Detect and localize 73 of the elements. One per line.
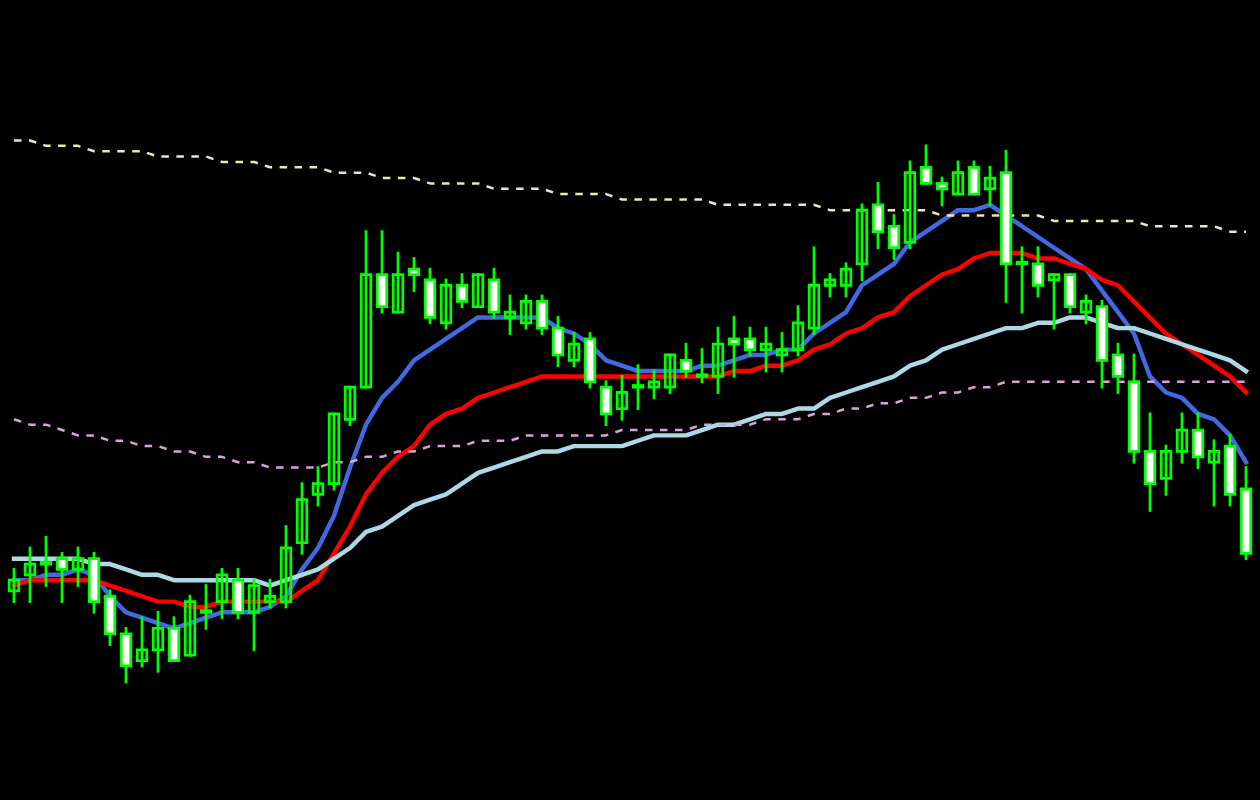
candlestick	[823, 273, 837, 298]
candlestick	[7, 568, 21, 603]
candlestick	[711, 326, 725, 394]
candlestick	[215, 568, 229, 620]
candlestick	[87, 551, 101, 614]
candlestick	[71, 546, 85, 587]
candlestick	[903, 160, 917, 250]
candlestick	[39, 535, 53, 587]
candlestick	[263, 578, 277, 609]
candlestick	[1175, 412, 1189, 464]
candlestick	[759, 326, 773, 373]
candlestick	[807, 246, 821, 335]
candlestick	[247, 578, 261, 652]
candlestick	[535, 294, 549, 335]
candlestick	[487, 267, 501, 319]
candlestick	[423, 267, 437, 325]
candlestick	[1159, 444, 1173, 496]
candlestick	[407, 257, 421, 293]
candlestick	[583, 332, 597, 389]
candlestick	[375, 230, 389, 314]
candlestick	[1191, 412, 1205, 469]
candlestick	[567, 332, 581, 368]
candlestick	[1079, 294, 1093, 325]
candlestick	[1047, 273, 1061, 330]
candlestick	[103, 589, 117, 646]
candlestick	[391, 251, 405, 314]
candlestick	[455, 273, 469, 309]
candlestick	[599, 380, 613, 427]
candlestick	[1015, 246, 1029, 314]
candlestick	[471, 273, 485, 309]
candlestick	[343, 385, 357, 427]
candlestick	[1207, 439, 1221, 507]
candlestick	[983, 165, 997, 207]
candlestick	[647, 369, 661, 400]
candlestick	[55, 551, 69, 603]
candlestick	[951, 160, 965, 196]
candlestick	[615, 375, 629, 421]
candlestick	[791, 305, 805, 357]
candlestick	[1143, 412, 1157, 512]
candlestick	[231, 568, 245, 620]
candlestick	[679, 342, 693, 378]
candlestick	[935, 176, 949, 207]
candlestick	[359, 230, 373, 389]
candlestick	[167, 616, 181, 662]
candlestick	[119, 627, 133, 684]
candlestick	[279, 525, 293, 609]
candlestick	[695, 348, 709, 384]
candlestick	[1111, 342, 1125, 394]
candlestick	[295, 482, 309, 555]
candlestick	[743, 326, 757, 357]
candlestick	[439, 278, 453, 330]
candlestick	[519, 294, 533, 330]
candlestick	[663, 353, 677, 394]
candlestick	[839, 262, 853, 298]
candlestick	[151, 610, 165, 673]
candlestick	[967, 160, 981, 196]
candlestick	[327, 412, 341, 491]
candlestick	[871, 181, 885, 250]
candlestick	[503, 294, 517, 335]
candlestick	[1063, 273, 1077, 314]
candlestick	[551, 316, 565, 368]
candlestick	[183, 594, 197, 657]
candlestick	[311, 466, 325, 507]
candlestick	[199, 584, 213, 630]
candlestick	[855, 203, 869, 282]
candlestick	[775, 332, 789, 373]
candlestick	[631, 364, 645, 410]
candlestick	[1031, 246, 1045, 298]
candlestick	[727, 316, 741, 378]
candlestick	[135, 616, 149, 668]
candlestick	[887, 214, 901, 260]
candlestick	[919, 144, 933, 185]
candlestick	[23, 546, 37, 603]
